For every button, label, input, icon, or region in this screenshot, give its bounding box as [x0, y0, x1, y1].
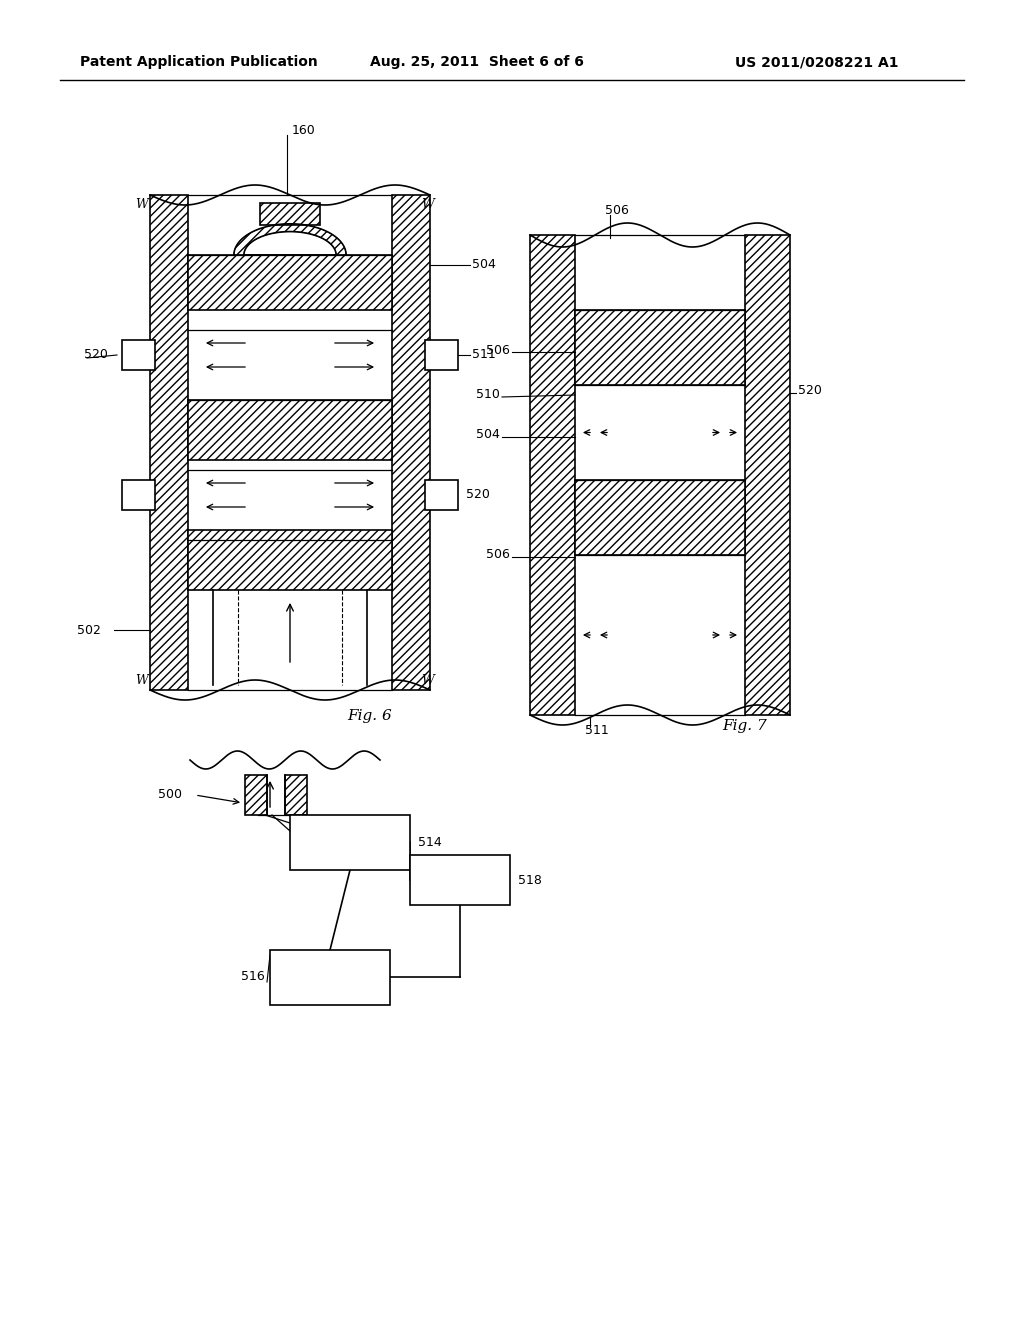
Bar — [150, 195, 188, 690]
Text: 511: 511 — [472, 348, 496, 362]
Text: 520: 520 — [84, 348, 108, 362]
Bar — [260, 203, 319, 224]
Bar — [188, 531, 392, 590]
Bar — [290, 814, 410, 870]
Bar — [188, 400, 392, 459]
Bar — [122, 341, 155, 370]
Text: W: W — [135, 673, 148, 686]
Bar — [122, 480, 155, 510]
Text: Aug. 25, 2011  Sheet 6 of 6: Aug. 25, 2011 Sheet 6 of 6 — [370, 55, 584, 69]
Text: US 2011/0208221 A1: US 2011/0208221 A1 — [735, 55, 898, 69]
Text: 510: 510 — [476, 388, 500, 401]
Text: 520: 520 — [798, 384, 822, 396]
Bar — [575, 480, 745, 554]
Text: 504: 504 — [476, 429, 500, 441]
Text: 506: 506 — [605, 203, 629, 216]
Text: Patent Application Publication: Patent Application Publication — [80, 55, 317, 69]
Text: W: W — [422, 673, 434, 686]
Text: 516: 516 — [242, 970, 265, 983]
Text: 518: 518 — [518, 874, 542, 887]
Text: Fig. 7: Fig. 7 — [723, 719, 767, 733]
Text: 504: 504 — [472, 259, 496, 272]
Text: 500: 500 — [158, 788, 182, 801]
Bar — [245, 775, 267, 814]
Bar — [425, 480, 458, 510]
Bar — [425, 341, 458, 370]
Text: 520: 520 — [466, 488, 489, 502]
Bar — [410, 855, 510, 906]
Text: 506: 506 — [486, 549, 510, 561]
Text: W: W — [422, 198, 434, 211]
Text: 506: 506 — [486, 343, 510, 356]
Bar — [270, 950, 390, 1005]
Text: 514: 514 — [418, 836, 441, 849]
Polygon shape — [233, 224, 346, 255]
Text: Fig. 6: Fig. 6 — [347, 709, 392, 723]
Text: W: W — [135, 198, 148, 211]
Text: 511: 511 — [585, 723, 608, 737]
Text: 502: 502 — [77, 623, 101, 636]
Bar — [745, 235, 790, 715]
Bar — [392, 195, 430, 690]
Bar — [575, 310, 745, 385]
Text: 160: 160 — [292, 124, 315, 136]
Bar — [530, 235, 575, 715]
Bar — [285, 775, 307, 814]
Bar — [188, 255, 392, 310]
